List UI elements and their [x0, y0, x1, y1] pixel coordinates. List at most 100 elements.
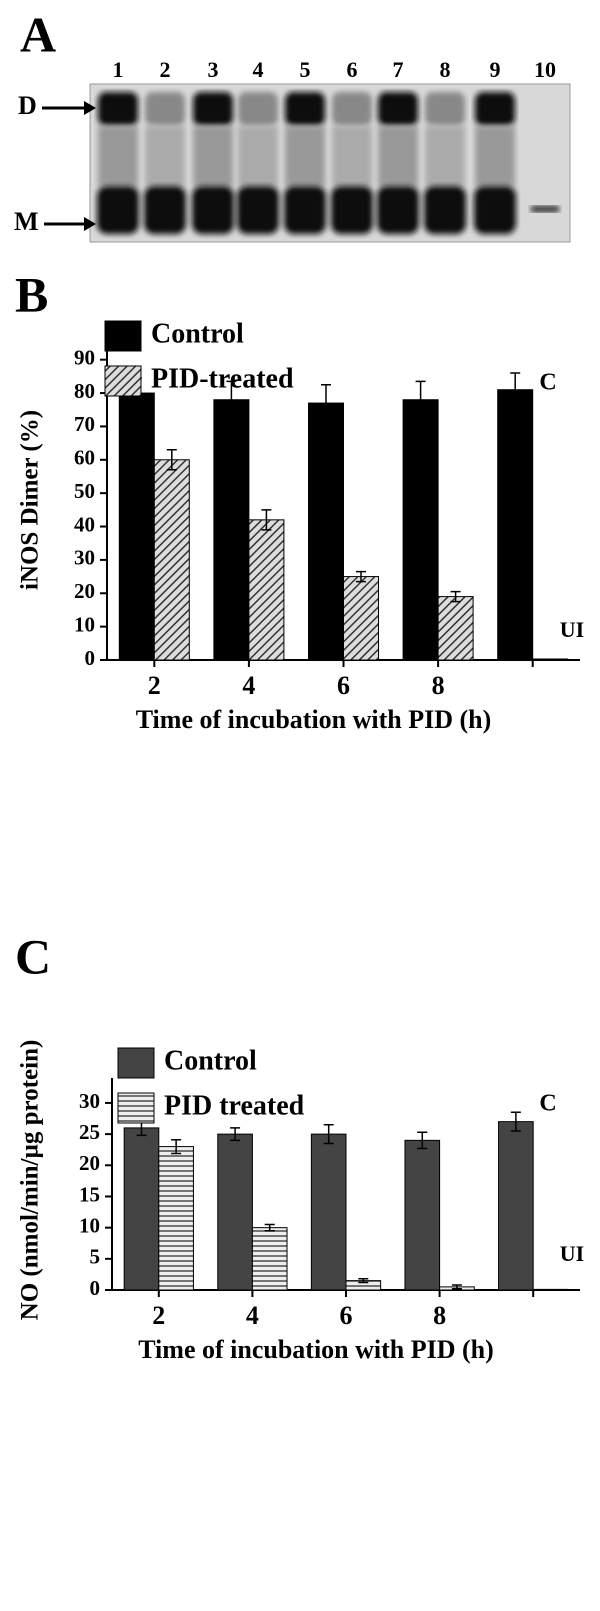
- gel-image: [89, 83, 571, 243]
- y-tick-label: 25: [79, 1120, 100, 1144]
- error-bar: [415, 380, 426, 419]
- x-tick-label: 8: [432, 671, 445, 700]
- gel-band: [237, 186, 279, 234]
- lane-label: 5: [300, 57, 311, 82]
- error-bar: [510, 1111, 521, 1132]
- error-bar: [166, 449, 177, 471]
- error-bar: [510, 372, 521, 408]
- error-bar: [417, 1131, 428, 1150]
- error-bar: [230, 1127, 241, 1142]
- bar: [307, 402, 344, 661]
- lane-label: 3: [208, 57, 219, 82]
- gel-band: [192, 186, 234, 234]
- x-tick-label: 4: [246, 1301, 259, 1330]
- y-tick-label: 5: [90, 1245, 101, 1269]
- error-bar: [356, 570, 367, 583]
- y-tick-label: 20: [74, 579, 95, 603]
- gel-smear: [238, 126, 278, 186]
- gel-smear: [475, 126, 515, 186]
- bar: [498, 1121, 534, 1291]
- lane-label: 4: [253, 57, 264, 82]
- marker-label: D: [18, 91, 37, 120]
- error-bar: [171, 1138, 182, 1155]
- gel-band: [193, 92, 233, 126]
- legend-label: Control: [164, 1045, 257, 1076]
- error-bar: [261, 509, 272, 531]
- gel-smear: [425, 126, 465, 186]
- bar: [248, 519, 285, 661]
- lane-label: 8: [440, 57, 451, 82]
- gel-smear: [145, 126, 185, 186]
- legend-swatch: [104, 365, 142, 397]
- y-tick-label: 0: [90, 1276, 101, 1300]
- annotation: UI: [560, 1241, 584, 1266]
- bar: [497, 389, 534, 661]
- y-tick-label: 50: [74, 479, 95, 503]
- gel-smear: [98, 126, 138, 186]
- x-tick-label: 6: [337, 671, 350, 700]
- gel-band: [144, 186, 186, 234]
- gel-band: [332, 92, 372, 126]
- bar: [251, 1227, 288, 1291]
- y-tick-label: 20: [79, 1151, 100, 1175]
- error-bar: [320, 383, 331, 423]
- bar: [402, 399, 439, 661]
- error-bar: [323, 1124, 334, 1145]
- bar: [158, 1146, 194, 1291]
- annotation: C: [539, 370, 556, 396]
- lane-label: 9: [490, 57, 501, 82]
- error-bar: [264, 1223, 275, 1232]
- lane-label: 2: [160, 57, 171, 82]
- bar: [217, 1133, 253, 1291]
- legend-label: PID-treated: [151, 363, 294, 394]
- y-tick-label: 10: [79, 1213, 100, 1237]
- gel-band: [238, 92, 278, 126]
- marker-arrowhead: [84, 101, 96, 115]
- y-tick-label: 10: [74, 612, 95, 636]
- error-bar: [451, 1284, 462, 1290]
- gel-band: [284, 186, 326, 234]
- lane-label: 7: [393, 57, 404, 82]
- gel-smear: [332, 126, 372, 186]
- error-bar: [358, 1278, 369, 1284]
- bar: [532, 1288, 569, 1291]
- gel-band: [475, 92, 515, 126]
- gel-smear: [193, 126, 233, 186]
- y-tick-label: 60: [74, 446, 95, 470]
- bar: [123, 1127, 160, 1291]
- marker-arrowhead: [84, 217, 96, 231]
- bar: [437, 596, 474, 661]
- lane-label: 1: [113, 57, 124, 82]
- lane-label: 10: [534, 57, 556, 82]
- legend-label: Control: [151, 318, 244, 349]
- marker-label: M: [14, 207, 39, 236]
- error-bar: [450, 590, 461, 603]
- gel-band: [98, 92, 138, 126]
- gel-band: [331, 186, 373, 234]
- x-tick-label: 2: [148, 671, 161, 700]
- bar: [310, 1133, 347, 1291]
- gel-band: [474, 186, 516, 234]
- panel-label: B: [15, 266, 48, 322]
- gel-smear: [378, 126, 418, 186]
- x-tick-label: 6: [340, 1301, 353, 1330]
- bar: [532, 658, 569, 661]
- gel-band: [424, 186, 466, 234]
- y-tick-label: 40: [74, 512, 95, 536]
- y-tick-label: 30: [74, 546, 95, 570]
- gel-band: [531, 206, 559, 212]
- x-axis-title: Time of incubation with PID (h): [138, 1335, 494, 1364]
- bar: [153, 459, 190, 661]
- gel-band: [425, 92, 465, 126]
- y-tick-label: 70: [74, 412, 95, 436]
- annotation: UI: [560, 617, 584, 642]
- gel-band: [378, 92, 418, 126]
- y-axis-title: NO (nmol/min/µg protein): [17, 1040, 44, 1321]
- y-tick-label: 90: [74, 345, 95, 369]
- gel-band: [97, 186, 139, 234]
- y-axis-title: iNOS Dimer (%): [17, 410, 44, 590]
- y-tick-label: 80: [74, 379, 95, 403]
- x-tick-label: 2: [152, 1301, 165, 1330]
